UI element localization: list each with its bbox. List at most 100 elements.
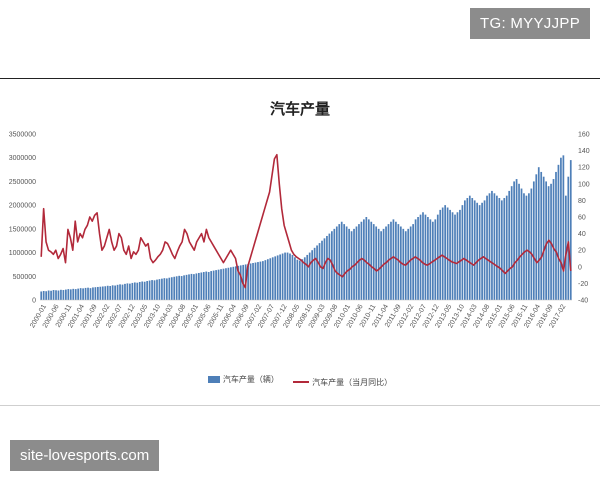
bar <box>508 190 511 300</box>
bar <box>234 266 237 300</box>
bar <box>92 287 94 300</box>
bar <box>220 269 222 300</box>
bar <box>397 224 400 300</box>
bar <box>124 283 126 300</box>
bar <box>126 283 129 300</box>
bar <box>200 272 203 300</box>
bar <box>175 276 178 300</box>
bar <box>323 238 326 300</box>
bar <box>269 258 272 300</box>
bar <box>190 273 193 300</box>
bar <box>298 260 301 300</box>
bar <box>104 286 107 300</box>
bar <box>57 290 60 300</box>
bar <box>165 278 168 300</box>
bar <box>185 274 188 300</box>
left-tick-label: 1000000 <box>9 250 36 257</box>
bar <box>262 261 264 300</box>
bar <box>163 278 166 300</box>
bar <box>493 193 496 300</box>
bar <box>377 228 380 300</box>
bar <box>358 224 360 300</box>
bar <box>532 181 535 300</box>
bar <box>510 186 513 300</box>
bar <box>306 254 309 300</box>
bar <box>439 209 442 300</box>
series-line <box>40 153 572 289</box>
watermark-top-badge: TG: MYYJJPP <box>470 8 590 39</box>
bar <box>520 188 523 300</box>
bar <box>161 278 163 300</box>
bar <box>45 291 48 300</box>
right-tick-label: 60 <box>578 215 586 222</box>
bar <box>266 259 269 300</box>
bar <box>414 219 417 300</box>
bar <box>42 290 45 300</box>
bar <box>340 221 343 300</box>
bar <box>119 284 121 300</box>
bar <box>210 271 213 300</box>
bar <box>116 284 119 300</box>
left-tick-label: 2500000 <box>9 179 36 186</box>
left-tick-label: 3500000 <box>9 132 36 139</box>
bar <box>121 284 124 300</box>
bar <box>279 254 281 300</box>
bar <box>173 276 176 300</box>
bar <box>409 226 412 300</box>
bar <box>555 171 557 300</box>
bar <box>276 255 279 300</box>
bar <box>471 198 474 300</box>
bar <box>353 228 355 300</box>
bar <box>158 279 161 300</box>
bar <box>215 270 217 300</box>
bar <box>232 266 235 300</box>
bar <box>412 224 414 300</box>
bar <box>496 195 498 300</box>
bar <box>207 272 210 300</box>
bar <box>40 291 43 300</box>
bar <box>259 261 262 300</box>
bar <box>264 260 267 300</box>
right-tick-label: 140 <box>578 148 590 155</box>
bar <box>318 243 321 300</box>
legend-item-line: 汽车产量（当月同比） <box>293 377 392 388</box>
left-tick-label: 500000 <box>13 274 36 281</box>
bar <box>395 221 397 300</box>
bar <box>114 285 116 300</box>
bar <box>513 181 515 300</box>
bar <box>195 273 198 300</box>
bar <box>441 207 444 300</box>
bar <box>372 224 375 300</box>
bar <box>348 228 350 300</box>
bar <box>148 280 151 300</box>
bar <box>454 214 456 300</box>
bar <box>84 287 87 300</box>
bar <box>545 181 547 300</box>
bar <box>523 193 525 300</box>
bar <box>222 268 225 300</box>
right-tick-label: 160 <box>578 132 590 139</box>
bar <box>252 263 254 300</box>
bar <box>473 200 476 300</box>
bar <box>50 290 52 300</box>
bar <box>170 277 173 300</box>
right-tick-label: 120 <box>578 165 590 172</box>
bar <box>424 214 427 300</box>
bar <box>375 226 378 300</box>
bar <box>168 277 171 300</box>
bar <box>478 205 481 300</box>
bar <box>129 283 131 300</box>
right-tick-label: 80 <box>578 198 586 205</box>
bar <box>111 285 114 300</box>
bar <box>483 200 486 300</box>
x-axis: 2000-012000-062000-112001-042001-092002-… <box>29 303 567 329</box>
bar <box>289 253 291 300</box>
bar <box>444 205 447 300</box>
bar <box>313 247 316 300</box>
bar <box>338 224 341 300</box>
bar <box>505 195 508 300</box>
bar <box>360 221 363 300</box>
bar <box>97 286 99 300</box>
right-tick-label: -40 <box>578 298 588 305</box>
bar <box>67 289 70 300</box>
